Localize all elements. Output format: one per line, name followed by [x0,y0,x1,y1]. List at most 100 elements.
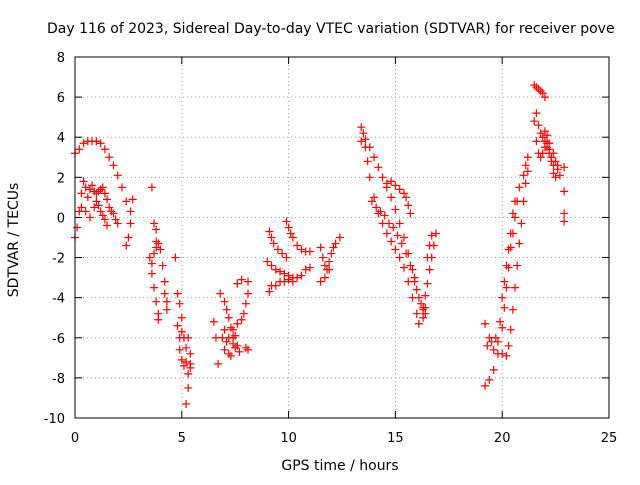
data-point [282,217,291,226]
data-point [419,305,428,314]
data-point [551,157,560,166]
data-point [489,365,498,374]
data-point [402,249,411,258]
data-point [560,217,569,226]
y-tick-label: 8 [57,51,65,66]
data-point [128,195,137,204]
data-point [235,347,244,356]
data-point [152,297,161,306]
data-point [122,241,131,250]
data-point [152,243,161,252]
data-point [263,257,272,266]
data-point [222,337,231,346]
data-point [511,197,520,206]
data-point [538,149,547,158]
data-point [282,253,291,262]
data-point [511,283,520,292]
data-point [244,289,253,298]
data-point [233,279,242,288]
data-point [109,161,118,170]
data-point [156,245,165,254]
data-point [237,275,246,284]
data-point [280,269,289,278]
data-point [395,253,404,262]
data-point [382,179,391,188]
data-point [410,273,419,282]
data-point [357,137,366,146]
data-point [92,137,101,146]
data-point [184,369,193,378]
data-point [265,287,274,296]
data-point [513,261,522,270]
data-point [113,171,122,180]
data-point [545,139,554,148]
data-point [560,187,569,196]
y-tick-label: -2 [52,252,65,267]
data-point [506,243,515,252]
data-point [370,153,379,162]
data-point [92,189,101,198]
data-point [391,245,400,254]
data-point [387,193,396,202]
data-point [100,215,109,224]
data-point [241,299,250,308]
data-point [384,219,393,228]
data-point [75,145,84,154]
data-point [150,219,159,228]
data-point [220,345,229,354]
data-point [504,341,513,350]
data-point [305,263,314,272]
data-point [301,265,310,274]
data-point [382,229,391,238]
data-point [540,127,549,136]
data-point [357,123,366,132]
data-point [305,247,314,256]
data-point [395,185,404,194]
data-point [273,245,282,254]
data-point [481,319,490,328]
data-point [498,323,507,332]
data-point [359,129,368,138]
y-axis-label: SDTVAR / TECUs [6,183,22,298]
data-point [280,277,289,286]
data-point [361,135,370,144]
y-tick-label: -8 [52,372,65,387]
data-point [399,189,408,198]
data-point [297,245,306,254]
y-tick-label: 2 [57,171,65,186]
data-point [96,139,105,148]
data-point [532,137,541,146]
data-point [171,253,180,262]
data-point [244,345,253,354]
data-point [504,245,513,254]
data-point [374,209,383,218]
data-point [421,291,430,300]
data-point [85,213,94,222]
data-point [226,351,235,360]
data-point [233,319,242,328]
data-point [184,333,193,342]
data-points [71,81,569,408]
data-point [126,219,135,228]
data-point [406,209,415,218]
data-point [77,189,86,198]
data-point [316,243,325,252]
data-point [363,157,372,166]
data-point [365,143,374,152]
data-point [162,297,171,306]
data-point [553,165,562,174]
data-point [427,231,436,240]
data-point [320,261,329,270]
data-point [320,273,329,282]
data-point [269,239,278,248]
x-tick-label: 10 [280,431,297,446]
data-point [530,117,539,126]
data-point [521,161,530,170]
data-point [103,195,112,204]
data-point [551,173,560,182]
data-point [534,85,543,94]
data-point [540,143,549,152]
data-point [408,265,417,274]
data-point [214,359,223,368]
